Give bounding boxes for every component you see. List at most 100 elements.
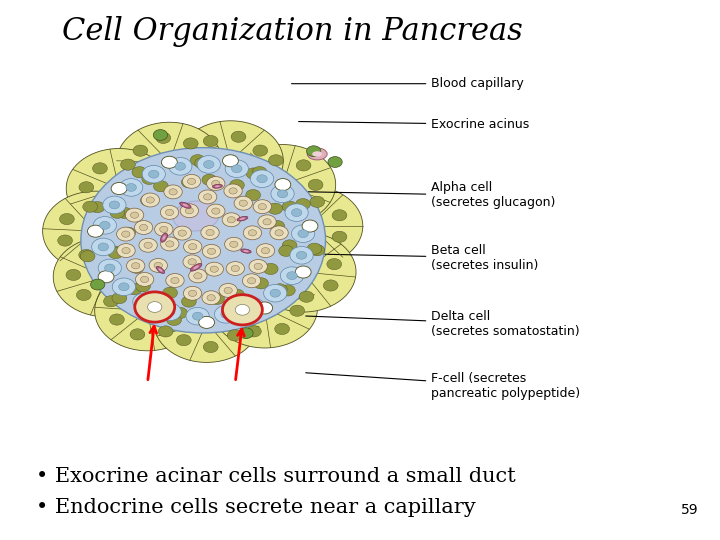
Circle shape xyxy=(90,201,105,213)
Text: • Endocrine cells secrete near a capillary: • Endocrine cells secrete near a capilla… xyxy=(36,498,475,517)
Circle shape xyxy=(119,283,129,291)
Circle shape xyxy=(204,194,212,200)
Circle shape xyxy=(120,179,143,196)
Circle shape xyxy=(290,246,313,264)
Text: Blood capillary: Blood capillary xyxy=(292,77,524,90)
Circle shape xyxy=(168,158,192,175)
Circle shape xyxy=(122,247,130,254)
Circle shape xyxy=(292,208,302,217)
Circle shape xyxy=(161,237,179,251)
Circle shape xyxy=(148,302,162,313)
Circle shape xyxy=(178,230,186,236)
Circle shape xyxy=(328,157,342,167)
Circle shape xyxy=(323,280,338,291)
Ellipse shape xyxy=(243,250,248,252)
Ellipse shape xyxy=(173,201,219,231)
Circle shape xyxy=(280,267,304,285)
Circle shape xyxy=(154,282,259,362)
Circle shape xyxy=(99,221,110,229)
Circle shape xyxy=(94,217,117,234)
Circle shape xyxy=(248,278,256,284)
Circle shape xyxy=(121,227,135,238)
Circle shape xyxy=(93,163,107,174)
Circle shape xyxy=(275,179,291,191)
Circle shape xyxy=(297,251,307,259)
Circle shape xyxy=(154,262,163,268)
Circle shape xyxy=(194,273,202,279)
Circle shape xyxy=(76,289,91,301)
Circle shape xyxy=(130,329,145,340)
Circle shape xyxy=(139,238,157,252)
Text: Delta cell
(secretes somatostatin): Delta cell (secretes somatostatin) xyxy=(306,310,580,338)
Circle shape xyxy=(222,213,240,227)
Circle shape xyxy=(158,303,181,321)
Circle shape xyxy=(171,278,179,284)
Text: Beta cell
(secretes insulin): Beta cell (secretes insulin) xyxy=(306,244,539,272)
Ellipse shape xyxy=(161,233,168,242)
Circle shape xyxy=(230,308,245,320)
Circle shape xyxy=(79,181,94,193)
Circle shape xyxy=(146,197,155,203)
Circle shape xyxy=(194,158,210,169)
Circle shape xyxy=(290,305,305,316)
Circle shape xyxy=(88,225,104,237)
Circle shape xyxy=(98,259,122,277)
Circle shape xyxy=(186,307,210,325)
Circle shape xyxy=(163,287,177,299)
Circle shape xyxy=(135,292,175,322)
Circle shape xyxy=(187,178,196,185)
Circle shape xyxy=(181,296,197,307)
Circle shape xyxy=(230,145,336,225)
Circle shape xyxy=(221,310,231,318)
Circle shape xyxy=(231,131,246,143)
Circle shape xyxy=(207,248,215,254)
Ellipse shape xyxy=(156,266,165,274)
Circle shape xyxy=(184,138,198,149)
Circle shape xyxy=(285,204,308,221)
Circle shape xyxy=(181,177,197,188)
Circle shape xyxy=(91,279,105,290)
Circle shape xyxy=(173,226,192,240)
Circle shape xyxy=(132,166,147,178)
Circle shape xyxy=(256,244,274,258)
Circle shape xyxy=(130,212,139,218)
Ellipse shape xyxy=(215,185,220,187)
Text: • Exocrine acinar cells surround a small duct: • Exocrine acinar cells surround a small… xyxy=(36,467,516,486)
Circle shape xyxy=(257,175,267,183)
Circle shape xyxy=(178,121,283,201)
Circle shape xyxy=(298,230,308,238)
Circle shape xyxy=(78,249,94,261)
Text: Alpha cell
(secretes glucagon): Alpha cell (secretes glucagon) xyxy=(306,181,556,210)
Text: 59: 59 xyxy=(681,503,698,517)
Circle shape xyxy=(224,184,242,198)
Circle shape xyxy=(53,237,159,317)
Circle shape xyxy=(91,238,115,256)
Circle shape xyxy=(226,310,241,322)
Circle shape xyxy=(189,290,197,296)
Circle shape xyxy=(212,180,220,187)
Circle shape xyxy=(176,335,192,346)
Circle shape xyxy=(269,155,284,166)
Circle shape xyxy=(161,205,179,219)
Circle shape xyxy=(117,122,222,202)
Circle shape xyxy=(127,284,142,295)
Circle shape xyxy=(234,196,253,210)
Circle shape xyxy=(248,302,258,310)
Circle shape xyxy=(203,136,218,147)
Circle shape xyxy=(229,188,237,194)
Circle shape xyxy=(230,289,244,300)
Circle shape xyxy=(81,147,325,333)
Circle shape xyxy=(230,179,244,191)
Circle shape xyxy=(155,222,173,237)
Circle shape xyxy=(302,220,318,232)
Circle shape xyxy=(279,245,294,256)
Circle shape xyxy=(310,196,325,207)
Circle shape xyxy=(232,165,242,173)
Circle shape xyxy=(144,242,152,248)
Ellipse shape xyxy=(162,235,166,240)
Circle shape xyxy=(264,264,278,274)
Circle shape xyxy=(140,225,148,231)
Circle shape xyxy=(185,207,194,214)
Circle shape xyxy=(192,312,203,320)
Circle shape xyxy=(111,183,127,194)
